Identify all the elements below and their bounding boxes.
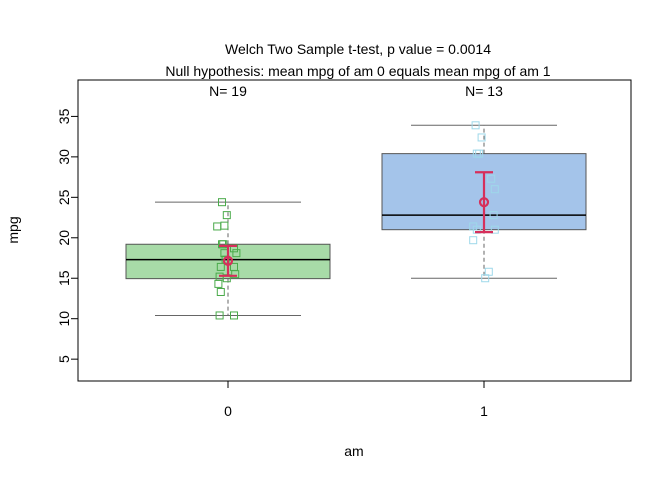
- data-point: [218, 198, 226, 207]
- data-point: [230, 311, 238, 320]
- data-point: [471, 121, 480, 130]
- y-tick-label: 5: [56, 355, 72, 363]
- mean-marker: [222, 255, 234, 266]
- y-tick-label: 35: [56, 108, 72, 124]
- y-axis-label: mpg: [5, 216, 21, 243]
- data-point: [469, 236, 478, 245]
- data-point: [216, 287, 225, 296]
- data-point: [216, 262, 225, 271]
- x-axis-label: am: [344, 443, 363, 459]
- data-point: [219, 240, 228, 249]
- y-tick-label: 10: [56, 311, 72, 327]
- data-point: [222, 211, 231, 220]
- data-point: [215, 311, 224, 320]
- data-point: [490, 225, 499, 234]
- chart-title-line1: Welch Two Sample t-test, p value = 0.001…: [225, 41, 491, 57]
- data-point: [484, 267, 493, 276]
- data-point: [214, 279, 223, 288]
- data-point: [490, 185, 499, 194]
- y-tick-label: 20: [56, 230, 72, 246]
- x-tick-label: 1: [480, 403, 488, 419]
- data-point: [472, 149, 481, 158]
- data-point: [477, 133, 486, 142]
- chart-title-line2: Null hypothesis: mean mpg of am 0 equals…: [165, 63, 550, 79]
- y-tick-label: 30: [56, 149, 72, 165]
- y-tick-label: 15: [56, 270, 72, 286]
- data-point: [220, 221, 229, 230]
- n-label: N= 13: [465, 83, 503, 99]
- y-axis: 5 10 15 20 25 30 35: [56, 108, 79, 363]
- x-tick-label: 0: [224, 403, 232, 419]
- n-label: N= 19: [209, 83, 247, 99]
- data-point: [231, 270, 240, 279]
- y-tick-label: 25: [56, 189, 72, 205]
- data-point: [489, 211, 498, 220]
- group-1: N= 13: [381, 83, 587, 283]
- mean-marker: [478, 197, 490, 208]
- data-point: [487, 174, 496, 183]
- group-0: N= 19: [125, 83, 331, 320]
- data-point: [481, 274, 490, 283]
- data-point: [213, 222, 222, 231]
- data-point: [232, 249, 241, 258]
- plot-area: N= 19 N= 13: [125, 83, 587, 320]
